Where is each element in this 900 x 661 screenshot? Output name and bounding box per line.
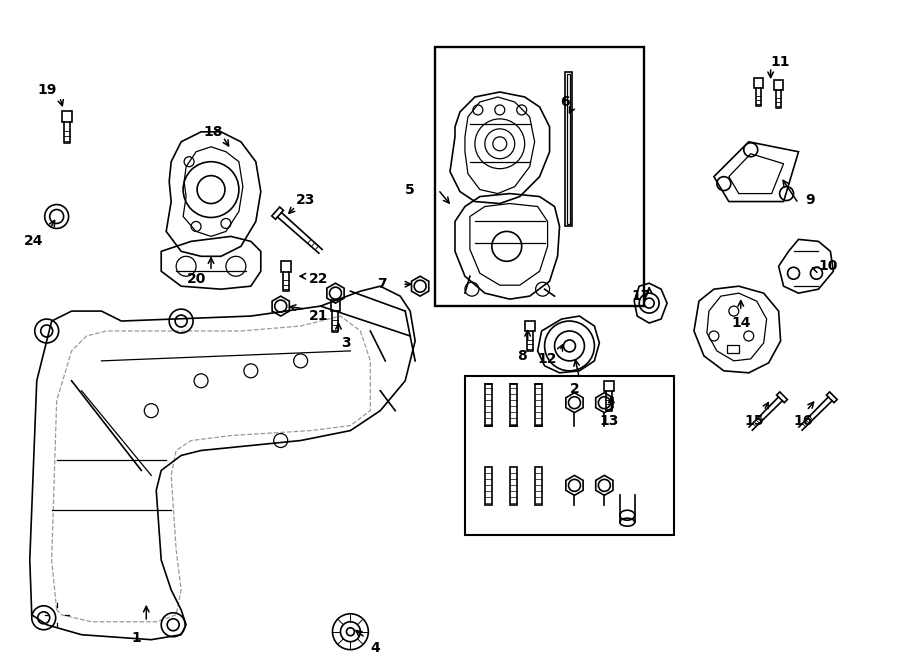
Text: 17: 17 — [632, 289, 651, 303]
Text: 13: 13 — [599, 414, 619, 428]
Bar — [566, 74, 571, 225]
Bar — [535, 467, 542, 505]
Text: 15: 15 — [744, 414, 763, 428]
Bar — [465, 376, 674, 535]
Text: 1: 1 — [131, 631, 141, 644]
Bar — [535, 384, 542, 426]
Bar — [509, 467, 517, 505]
Text: 23: 23 — [296, 192, 315, 206]
Text: 21: 21 — [309, 309, 328, 323]
Text: 3: 3 — [340, 336, 350, 350]
Bar — [509, 384, 517, 426]
Text: 4: 4 — [371, 641, 380, 654]
Text: 10: 10 — [819, 259, 838, 273]
Text: 11: 11 — [771, 55, 790, 69]
Text: 7: 7 — [377, 277, 387, 292]
Text: 22: 22 — [309, 272, 328, 286]
Text: 8: 8 — [517, 349, 526, 363]
Text: 18: 18 — [203, 125, 223, 139]
Bar — [485, 384, 491, 426]
Text: 2: 2 — [570, 382, 580, 396]
Text: 14: 14 — [731, 316, 751, 330]
Text: 20: 20 — [186, 272, 206, 286]
Bar — [435, 47, 644, 306]
Text: 16: 16 — [794, 414, 814, 428]
Text: 6: 6 — [560, 95, 570, 109]
Bar — [727, 345, 739, 353]
Text: 12: 12 — [538, 352, 557, 366]
Text: 24: 24 — [24, 235, 43, 249]
Text: 9: 9 — [806, 192, 815, 206]
Text: 5: 5 — [405, 182, 415, 196]
Bar — [564, 72, 572, 227]
Text: 19: 19 — [37, 83, 57, 97]
Bar — [485, 467, 491, 505]
